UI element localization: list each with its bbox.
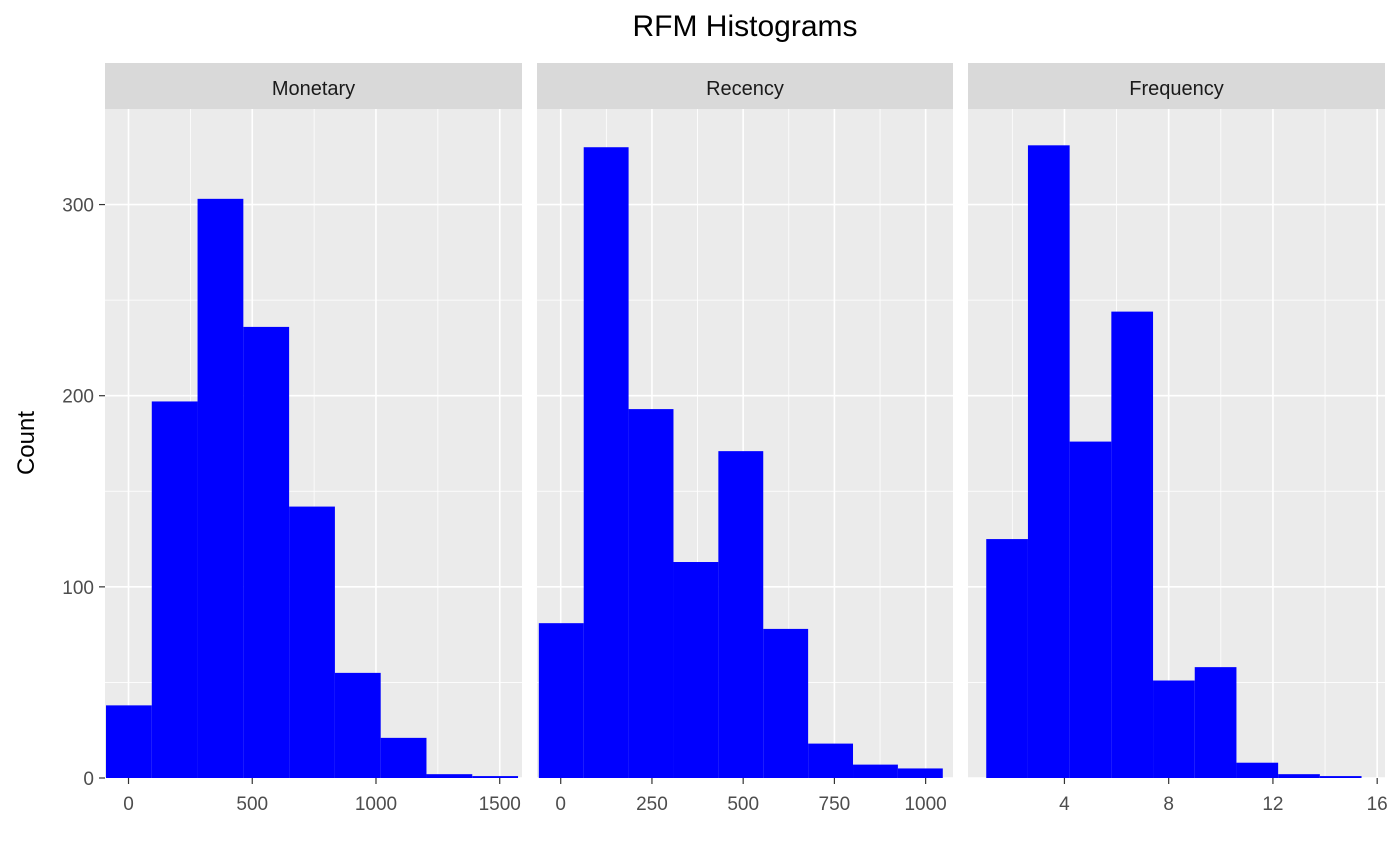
histogram-bar [897,768,943,778]
x-tick-label: 1500 [479,794,521,815]
histogram-bar [105,705,152,778]
facet-strip [537,63,953,109]
x-tick-label: 8 [1163,794,1174,815]
histogram-bar [1319,776,1362,778]
x-tick-label: 250 [636,794,668,815]
facet-strip [105,63,522,109]
y-tick-label: 100 [62,578,94,599]
histogram-bar [1194,667,1237,778]
histogram-bar [197,198,244,778]
y-tick-label: 200 [62,387,94,408]
histogram-bar [673,562,719,778]
histogram-bar [538,623,584,778]
histogram-bar [1111,311,1154,778]
x-tick-label: 0 [555,794,566,815]
histogram-bar [1278,774,1320,778]
histogram-bar [426,774,473,778]
facet-strip [968,63,1385,109]
histogram-bar [763,628,809,778]
x-tick-label: 4 [1059,794,1070,815]
histogram-bar [243,326,290,778]
histogram-bar [583,147,629,778]
facet-strip-label: Recency [706,78,784,100]
histogram-bar [334,672,381,778]
facet-strip-label: Frequency [1129,78,1224,100]
x-tick-label: 1000 [355,794,397,815]
histogram-bar [1027,145,1070,778]
x-tick-label: 750 [819,794,851,815]
x-tick-label: 0 [123,794,134,815]
histogram-bar [853,764,898,778]
x-tick-label: 500 [727,794,759,815]
histogram-bar [628,409,674,778]
y-tick-label: 300 [62,196,94,217]
x-tick-label: 1000 [904,794,946,815]
x-tick-label: 12 [1262,794,1283,815]
chart-title: RFM Histograms [632,10,858,43]
histogram-bar [1236,762,1279,778]
histogram-bar [808,743,854,778]
histogram-bar [472,776,519,778]
histogram-bar [986,539,1028,778]
histogram-bar [718,451,764,778]
histogram-bar [289,506,335,778]
x-tick-label: 16 [1367,794,1388,815]
histogram-bar [151,401,198,778]
x-tick-label: 500 [236,794,268,815]
histogram-bar [1153,680,1195,778]
histogram-bar [1069,441,1112,778]
facet-strip-label: Monetary [272,78,355,100]
histogram-bar [380,737,427,778]
y-tick-label: 0 [83,769,94,790]
